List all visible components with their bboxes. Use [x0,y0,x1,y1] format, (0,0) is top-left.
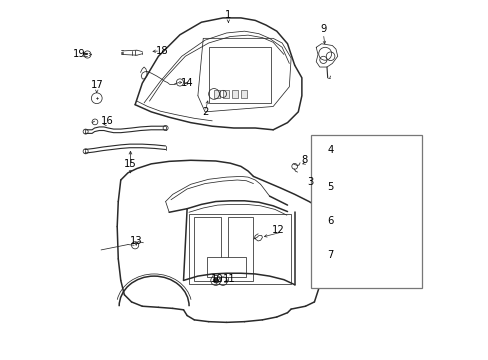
Text: 4: 4 [327,144,333,154]
Text: 9: 9 [320,24,326,35]
Bar [228,217,253,281]
Text: 5: 5 [326,182,333,192]
Text: 2: 2 [202,107,208,117]
Text: 19: 19 [73,49,86,59]
Text: 3: 3 [307,177,313,187]
Text: 15: 15 [124,159,137,169]
Text: 13: 13 [130,236,142,246]
Bar [310,135,421,288]
Bar [223,90,229,98]
Text: 11: 11 [223,274,235,284]
Text: 7: 7 [326,250,333,260]
Text: 8: 8 [301,155,307,165]
Text: 14: 14 [181,78,193,88]
Text: 12: 12 [272,225,285,235]
Text: 17: 17 [90,80,103,90]
Text: 16: 16 [101,116,114,126]
Bar [241,90,247,98]
Bar [188,214,290,284]
Bar [231,90,238,98]
Text: 18: 18 [155,46,168,56]
Text: 10: 10 [211,274,224,284]
Circle shape [357,153,360,157]
Bar [194,217,221,281]
Text: 6: 6 [326,216,333,226]
Bar [208,47,271,103]
Circle shape [213,278,218,283]
Bar [214,90,220,98]
Text: 1: 1 [224,10,231,20]
Bar [206,257,246,277]
